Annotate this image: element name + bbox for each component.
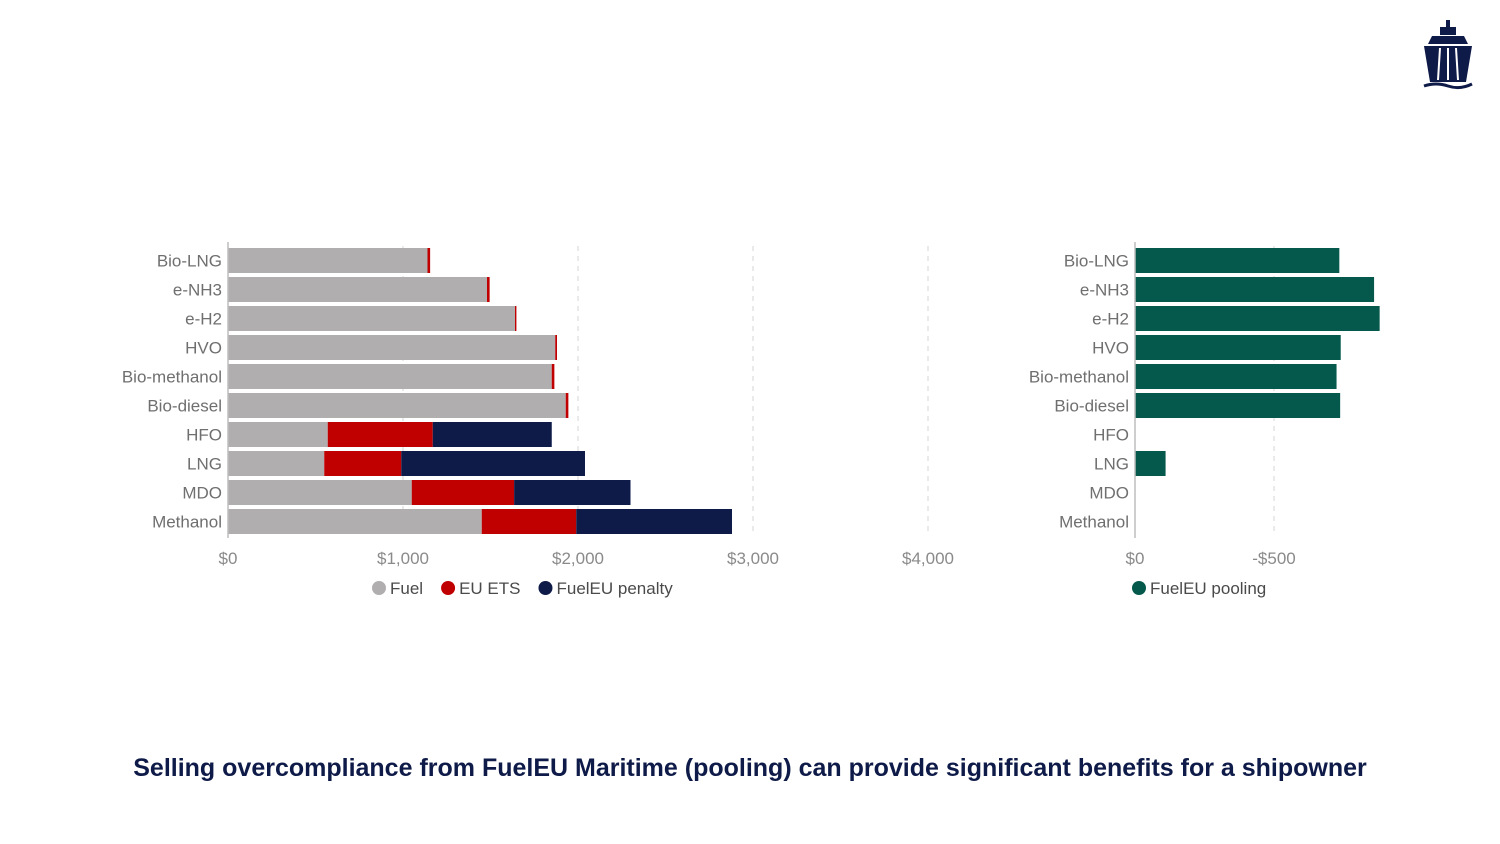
bar-eu-ets bbox=[427, 248, 431, 273]
legend-item: FuelEU pooling bbox=[1132, 579, 1266, 598]
category-label: LNG bbox=[1094, 455, 1129, 474]
category-label: Bio-diesel bbox=[1054, 397, 1129, 416]
ship-icon bbox=[1423, 20, 1473, 90]
category-label: Methanol bbox=[152, 513, 222, 532]
bar-fuel bbox=[228, 393, 566, 418]
bar-fuel bbox=[228, 480, 412, 505]
bar-fuel bbox=[228, 451, 325, 476]
bar-eu-ets bbox=[324, 451, 402, 476]
x-tick-label: $3,000 bbox=[727, 549, 779, 568]
bar-fuel bbox=[228, 422, 328, 447]
bar-eu-ets bbox=[411, 480, 515, 505]
legend-item: Fuel bbox=[372, 579, 423, 598]
bar-eu-ets bbox=[481, 509, 577, 534]
x-tick-label: -$500 bbox=[1252, 549, 1295, 568]
x-tick-label: $4,000 bbox=[902, 549, 954, 568]
bar-fueleu-pooling bbox=[1135, 248, 1340, 273]
cost-stacked-bar-chart: Bio-LNG e-NH3 e-H2 HVO Bio-methanol Bio-diese… bbox=[122, 242, 954, 598]
legend-label: FuelEU penalty bbox=[556, 579, 673, 598]
category-label: MDO bbox=[182, 484, 222, 503]
legend-swatch bbox=[372, 581, 386, 595]
x-tick-label: $0 bbox=[219, 549, 238, 568]
bar-fueleu-pooling bbox=[1135, 364, 1337, 389]
category-label: Bio-methanol bbox=[1029, 368, 1129, 387]
category-label: e-NH3 bbox=[1080, 281, 1129, 300]
category-label: Bio-methanol bbox=[122, 368, 222, 387]
bar-fueleu-penalty bbox=[576, 509, 732, 534]
category-label: e-H2 bbox=[1092, 310, 1129, 329]
bar-fueleu-pooling bbox=[1135, 335, 1341, 360]
bar-fueleu-penalty bbox=[514, 480, 631, 505]
bar-eu-ets bbox=[551, 364, 555, 389]
legend-item: FuelEU penalty bbox=[538, 579, 673, 598]
category-label: HFO bbox=[186, 426, 222, 445]
bar-fueleu-pooling bbox=[1135, 451, 1166, 476]
slide-caption: Selling overcompliance from FuelEU Marit… bbox=[133, 754, 1367, 782]
bar-fuel bbox=[228, 509, 482, 534]
bar-fueleu-pooling bbox=[1135, 277, 1375, 302]
bar-eu-ets bbox=[515, 306, 517, 331]
category-label: Bio-LNG bbox=[157, 252, 222, 271]
x-tick-label: $0 bbox=[1126, 549, 1145, 568]
legend-swatch bbox=[441, 581, 456, 595]
bar-fueleu-penalty bbox=[401, 451, 585, 476]
category-label: LNG bbox=[187, 455, 222, 474]
legend-label: FuelEU pooling bbox=[1150, 579, 1266, 598]
category-label: Methanol bbox=[1059, 513, 1129, 532]
x-tick-label: $1,000 bbox=[377, 549, 429, 568]
bar-fuel bbox=[228, 306, 515, 331]
pooling-bar-chart: Bio-LNG e-NH3 e-H2 HVO Bio-methanol Bio-diese… bbox=[1029, 242, 1380, 598]
bar-fuel bbox=[228, 364, 552, 389]
bar-eu-ets bbox=[565, 393, 569, 418]
category-label: Bio-diesel bbox=[147, 397, 222, 416]
bar-eu-ets bbox=[487, 277, 490, 302]
bar-fuel bbox=[228, 248, 428, 273]
bar-fueleu-penalty bbox=[432, 422, 552, 447]
bar-fuel bbox=[228, 335, 556, 360]
category-label: HFO bbox=[1093, 426, 1129, 445]
legend-item: EU ETS bbox=[441, 579, 520, 598]
bar-eu-ets bbox=[327, 422, 433, 447]
x-tick-label: $2,000 bbox=[552, 549, 604, 568]
legend-swatch bbox=[538, 581, 553, 595]
bar-eu-ets bbox=[555, 335, 557, 360]
category-label: Bio-LNG bbox=[1064, 252, 1129, 271]
category-label: e-H2 bbox=[185, 310, 222, 329]
category-label: e-NH3 bbox=[173, 281, 222, 300]
bar-fuel bbox=[228, 277, 487, 302]
category-label: MDO bbox=[1089, 484, 1129, 503]
category-label: HVO bbox=[185, 339, 222, 358]
legend-label: EU ETS bbox=[459, 579, 520, 598]
legend-label: Fuel bbox=[390, 579, 423, 598]
category-label: HVO bbox=[1092, 339, 1129, 358]
bar-fueleu-pooling bbox=[1135, 393, 1341, 418]
legend-swatch bbox=[1132, 581, 1146, 595]
bar-fueleu-pooling bbox=[1135, 306, 1380, 331]
